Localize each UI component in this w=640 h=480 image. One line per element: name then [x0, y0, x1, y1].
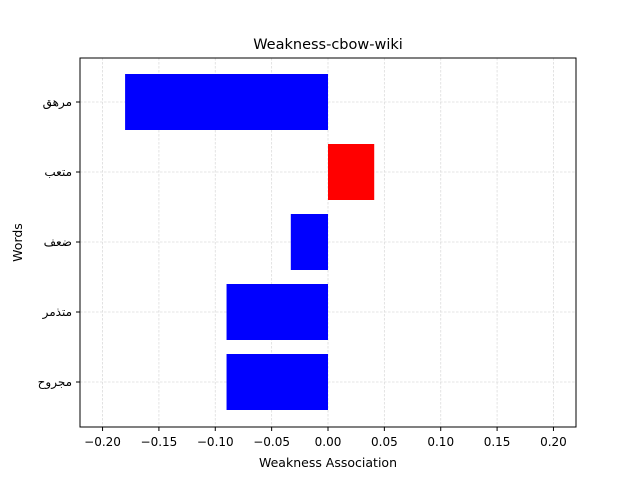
- y-tick-label: مجروح: [38, 375, 72, 390]
- x-tick-label: −0.15: [141, 435, 178, 449]
- x-tick-label: 0.05: [371, 435, 398, 449]
- x-tick-label: −0.10: [197, 435, 234, 449]
- y-tick-label: مرهق: [43, 95, 72, 110]
- x-tick-label: 0.10: [427, 435, 454, 449]
- x-tick-label: −0.05: [253, 435, 290, 449]
- y-tick-label: ضعف: [44, 235, 72, 249]
- bar-4: [226, 284, 328, 340]
- bar-3: [290, 214, 328, 270]
- chart-title: Weakness-cbow-wiki: [253, 37, 403, 53]
- bar-5: [226, 354, 328, 410]
- bar-2: [328, 144, 375, 200]
- y-tick-label: متعب: [44, 165, 72, 179]
- x-tick-label: −0.20: [84, 435, 121, 449]
- bar-1: [125, 74, 328, 130]
- ticks-layer: −0.20 −0.15 −0.10 −0.05 0.00 0.05 0.10 0.15 0.20…: [38, 95, 567, 449]
- x-tick-label: 0.20: [540, 435, 567, 449]
- bars-layer: [125, 74, 375, 410]
- x-axis-label: Weakness Association: [259, 455, 397, 470]
- x-tick-label: 0.00: [315, 435, 342, 449]
- x-tick-label: 0.15: [484, 435, 511, 449]
- y-tick-label: متذمر: [42, 305, 72, 320]
- y-axis-label: Words: [10, 223, 25, 262]
